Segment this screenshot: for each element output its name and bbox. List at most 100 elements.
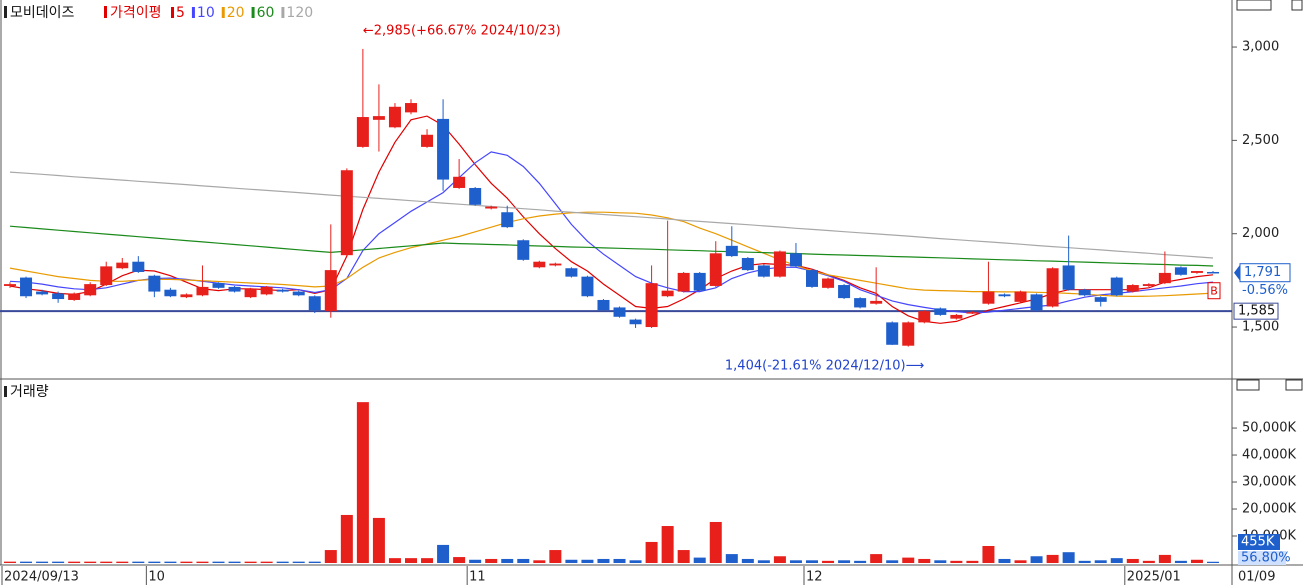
volume-bar (597, 558, 610, 563)
candle-body (164, 289, 177, 297)
candle-body (501, 212, 514, 228)
candle-body (789, 253, 802, 267)
candle-body (806, 270, 818, 287)
volume-bar (629, 560, 642, 563)
volume-bar (260, 561, 273, 563)
volume-bar (180, 561, 193, 563)
volume-bar (613, 558, 626, 563)
legend-swatch (191, 7, 195, 18)
volume-bar (437, 544, 450, 563)
candle-body (356, 117, 369, 147)
candle-body (260, 286, 273, 295)
volume-bar (228, 561, 241, 563)
volume-bar (934, 560, 947, 563)
legend-swatch (251, 7, 255, 18)
volume-bar (806, 560, 818, 563)
candle-body (629, 319, 642, 325)
y-tick-label: 3,000 (1242, 40, 1279, 55)
volume-bar (20, 561, 33, 563)
volume-bar (950, 560, 963, 563)
volume-bar (709, 521, 722, 563)
volume-bar (870, 554, 883, 563)
icon[interactable] (1285, 379, 1303, 391)
candle-body (84, 284, 97, 296)
candle-body (549, 263, 562, 266)
volume-bar (773, 556, 786, 563)
volume-bullet (4, 386, 7, 397)
candle-body (533, 261, 546, 268)
ma-line (9, 115, 1214, 324)
x-tick-label: 11 (469, 570, 486, 585)
volume-bar (116, 561, 129, 563)
candle-body (1094, 297, 1107, 302)
icon[interactable] (1291, 0, 1303, 11)
volume-bar (100, 561, 113, 563)
candle-body (1142, 284, 1155, 286)
candle-body (1030, 294, 1043, 311)
volume-bar (1094, 560, 1107, 563)
volume-bar (164, 561, 177, 563)
icon[interactable] (1236, 0, 1272, 11)
candle-body (1174, 267, 1187, 275)
volume-bar (982, 545, 995, 563)
legend-swatch (281, 7, 285, 18)
candle-body (405, 103, 417, 113)
candle-body (388, 106, 401, 128)
volume-bar (388, 558, 401, 563)
volume-bar (838, 560, 851, 563)
last-price-label: 1,791 (1244, 265, 1281, 280)
volume-bar (854, 560, 867, 563)
candle-body (773, 251, 786, 277)
marker-label: B (1210, 285, 1218, 298)
volume-bar (212, 561, 225, 563)
y-tick-label: 1,500 (1242, 320, 1279, 335)
change-label: -0.56% (1242, 283, 1288, 298)
volume-bar (693, 557, 706, 563)
title-bullet (4, 6, 7, 18)
candle-body (838, 285, 851, 299)
candle-body (822, 278, 835, 288)
candle-body (854, 298, 867, 308)
chart-title: 모비데이즈 (10, 5, 75, 21)
candle-body (741, 257, 754, 271)
volume-bar (453, 557, 466, 563)
candle-body (1014, 291, 1027, 302)
volume-bar (52, 561, 65, 563)
volume-bar (132, 561, 145, 563)
volume-bar (1207, 561, 1219, 563)
candle-body (100, 266, 113, 286)
candle-body (1110, 277, 1123, 296)
volume-bar (244, 561, 257, 563)
volume-bar (356, 402, 369, 563)
candle-body (308, 296, 321, 311)
volume-bar (340, 514, 353, 563)
volume-bar (822, 560, 835, 563)
volume-bar (196, 561, 209, 563)
volume-last-label: 455K (1241, 535, 1275, 550)
x-tick-label: 2025/01 (1127, 570, 1181, 585)
icon[interactable] (1236, 379, 1260, 391)
volume-bar (1046, 554, 1059, 563)
candle-body (613, 307, 626, 317)
candle-body (517, 240, 530, 260)
reference-box (1233, 302, 1279, 320)
candle-body (982, 291, 995, 304)
volume-bar (4, 561, 16, 563)
last-price-flag (1234, 264, 1240, 281)
candle-body (677, 272, 690, 292)
ma-line (9, 171, 1214, 259)
volume-bar (1174, 560, 1187, 563)
candle-body (1062, 265, 1075, 290)
volume-bar (1062, 552, 1075, 563)
candle-body (1078, 289, 1091, 296)
ma-line (9, 225, 1214, 267)
candle-body (228, 286, 241, 292)
volume-bar (902, 557, 915, 563)
legend-label: 120 (286, 5, 313, 21)
volume-bar (741, 558, 754, 563)
legend-swatch (221, 7, 225, 18)
candle-body (20, 277, 33, 297)
y-tick-label: 20,000K (1242, 502, 1296, 517)
ma-bullet (104, 6, 107, 18)
volume-bar (372, 517, 385, 563)
